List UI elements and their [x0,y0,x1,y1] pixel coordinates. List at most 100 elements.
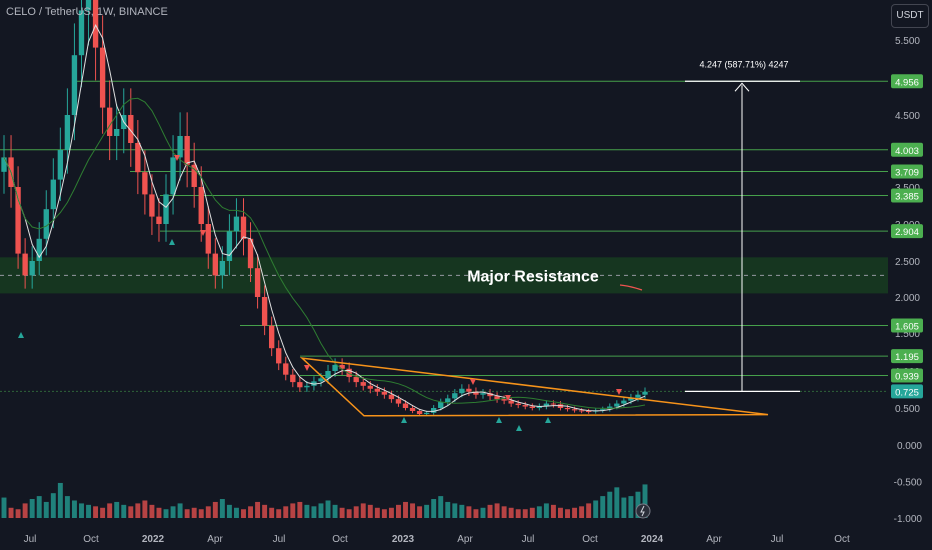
candle-body [191,164,197,187]
descending-triangle [299,357,769,417]
x-tick-label: 2022 [142,534,165,545]
candle-body [550,403,557,405]
candle-body [431,408,437,413]
volume-bar [388,507,394,518]
candle-body [374,388,381,392]
candle-body [480,393,486,395]
volume-bar [395,504,401,518]
volume-bar [241,509,246,518]
volume-bar [1,497,7,518]
volume-bar [304,504,310,518]
candle-body [219,261,226,276]
volume-bar [114,501,120,518]
x-tick-label: 2024 [641,534,664,545]
level-label: 0.939 [895,372,919,383]
volume-bar [170,506,176,518]
candle-body [600,409,606,411]
volume-bar [107,503,113,518]
volume-bar [339,507,345,518]
volume-bar [15,509,21,518]
level-label: 3.709 [895,168,919,179]
volume-bar [558,507,563,518]
level-label-bg [891,224,923,239]
volume-bar [522,509,528,518]
volume-bar [367,504,373,518]
x-tick-label: Oct [332,534,348,545]
volume-bar [205,506,211,518]
candle-body [50,179,56,210]
volume-bar [628,496,634,518]
volume-bar [156,507,162,518]
candle-body [311,381,317,386]
candle-body [304,385,310,388]
volume-bar [417,506,423,518]
volume-bar [142,500,148,518]
candle-body [1,157,7,172]
candle-body [268,325,275,349]
x-tick-label: Jul [522,534,535,545]
volume-bar [374,507,380,518]
volume-bar [473,509,479,518]
volume-bar [177,503,183,518]
volume-bar [128,506,134,518]
volume-bar [466,506,472,518]
volume-bar [515,509,521,518]
volume-bar [86,504,91,518]
candle-body [578,410,585,412]
signal-marker [174,155,180,161]
resistance-zone-layer: Major Resistance [0,257,888,294]
volume-bar [36,496,42,518]
volume-bar [346,509,352,518]
candle-body [508,400,514,404]
volume-bar [600,496,606,518]
candle-body [156,216,162,224]
candle-body [240,216,247,239]
volume-bar [64,496,70,518]
candle-body [557,404,564,408]
level-label-bg [891,368,923,383]
volume-bar [226,504,232,518]
candle-body [205,224,211,254]
candle-body [409,408,416,411]
volume-bar [255,501,261,518]
signal-marker [496,417,502,423]
level-label-bg [891,384,923,399]
volume-bar [332,504,338,518]
candle-body [423,412,430,414]
candle-body [494,396,500,400]
candle-body [22,253,28,276]
currency-button[interactable]: USDT [891,4,929,28]
level-label: 4.956 [895,77,919,88]
volume-bar [233,507,239,518]
volume-bar [191,507,197,518]
candle-body [487,393,493,397]
candle-body [466,388,472,392]
candle-body [571,409,578,411]
volume-bar [71,500,77,518]
volume-bar [452,503,458,518]
x-tick-label: Apr [457,534,473,545]
candle-body [85,0,92,11]
level-label-bg [891,164,923,179]
candle-body [212,253,218,276]
volume-bar [135,503,141,518]
moving-averages [3,24,646,412]
volume-bar [269,507,275,518]
candle-body [635,394,641,398]
volume-bar [297,501,303,518]
x-tick-label: Oct [83,534,99,545]
x-tick-label: Oct [834,534,850,545]
candle-body [325,371,331,379]
price-tick-label: 4.500 [895,111,920,122]
candle-body [332,364,338,371]
volume-bars [1,482,648,518]
red-stroke-mark [619,284,643,291]
candle-body [64,115,71,150]
candle-body [445,398,451,403]
candle-body [170,157,176,195]
candle-body [628,397,634,401]
volume-bar [276,509,282,518]
volume-bar [198,509,204,518]
volume-bar [79,503,84,518]
